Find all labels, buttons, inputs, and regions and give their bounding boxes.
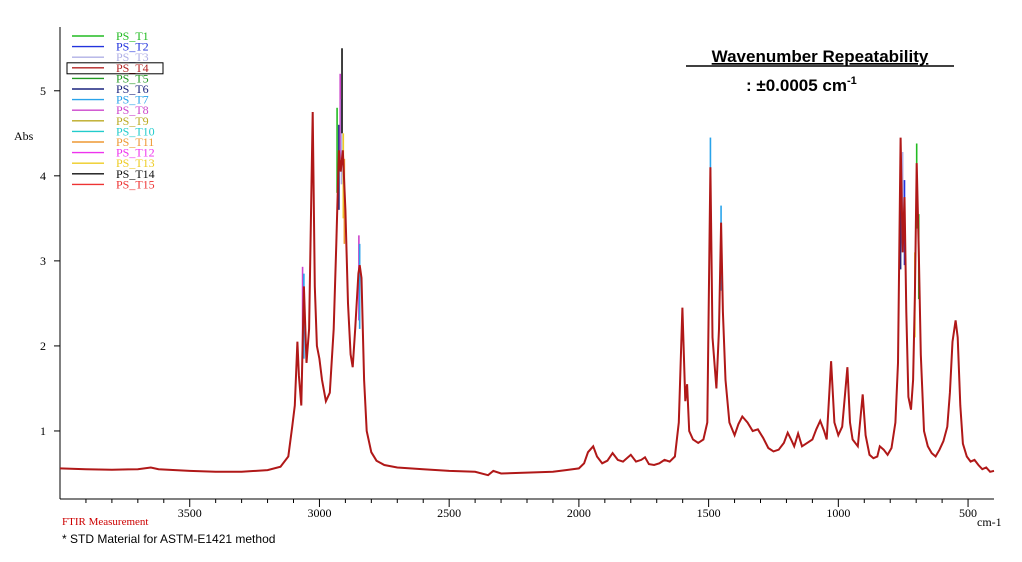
footnote: * STD Material for ASTM-E1421 method [62,532,275,546]
x-axis-unit: cm-1 [977,515,1002,529]
annotation-exponent: -1 [847,75,857,87]
legend-label: PS_T7 [116,93,149,107]
legend-label: PS_T5 [116,71,149,85]
x-tick-label: 2500 [437,506,461,520]
y-tick-label: 5 [40,84,46,98]
y-ticks: 1 2 3 4 5 [40,84,60,438]
y-tick-label: 1 [40,424,46,438]
legend-label: PS_T2 [116,40,149,54]
legend: PS_T1PS_T2PS_T3PS_T4PS_T5PS_T6PS_T7PS_T8… [72,29,155,191]
legend-label: PS_T8 [116,103,149,117]
legend-label: PS_T15 [116,177,155,191]
x-tick-label: 3000 [307,506,331,520]
x-tick-label: 500 [959,506,977,520]
legend-label: PS_T12 [116,146,155,160]
legend-label: PS_T1 [116,29,149,43]
footer-measurement-label: FTIR Measurement [62,516,148,528]
spectrum-series-line [59,111,995,477]
y-tick-label: 3 [40,254,46,268]
legend-label: PS_T6 [116,82,149,96]
legend-label: PS_T4 [116,61,149,75]
annotation-value-text: : ±0.0005 cm [746,76,847,95]
x-tick-label: 1500 [697,506,721,520]
y-tick-label: 2 [40,339,46,353]
legend-label: PS_T9 [116,114,149,128]
x-ticks: 3500 3000 2500 2000 1500 1000 500 [85,499,977,520]
x-tick-label: 2000 [567,506,591,520]
annotation-title: Wavenumber Repeatability [712,47,929,66]
annotation-value: : ±0.0005 cm-1 [746,75,857,95]
legend-label: PS_T14 [116,167,155,181]
y-tick-label: 4 [40,169,46,183]
legend-highlight-box [66,62,164,75]
x-tick-label: 1000 [826,506,850,520]
legend-label: PS_T3 [116,50,149,64]
legend-label: PS_T11 [116,135,154,149]
legend-label: PS_T10 [116,124,155,138]
x-tick-label: 3500 [178,506,202,520]
legend-label: PS_T13 [116,156,155,170]
y-axis-label: Abs [14,129,34,143]
